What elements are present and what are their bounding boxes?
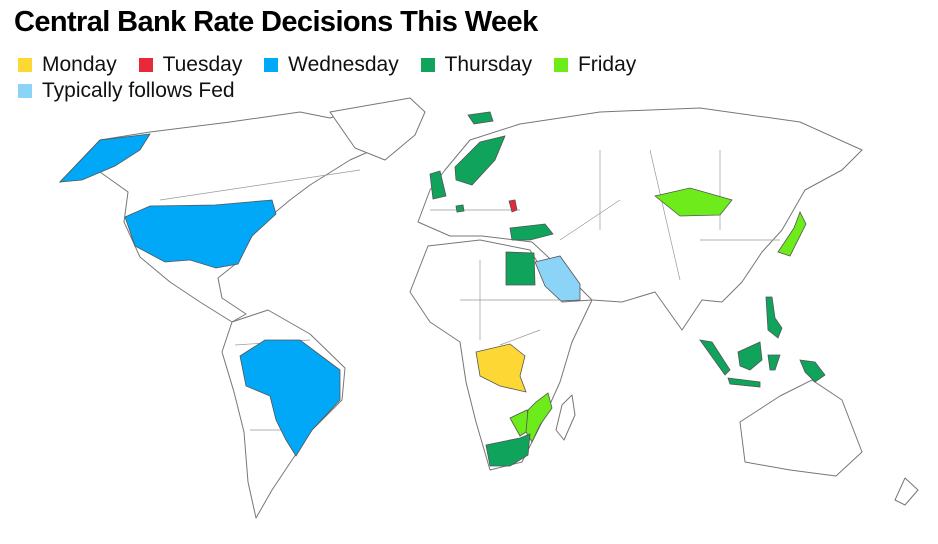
legend-swatch [553,58,568,72]
legend-swatch [264,58,279,72]
country-brazil [239,339,341,457]
land-madagascar [555,394,576,441]
country-mongolia [654,187,733,217]
legend-item-wednesday: Wednesday [264,52,399,78]
country-indonesia-borneo [737,341,763,371]
land-new-zealand [894,477,919,506]
country-moldova [508,199,518,213]
legend-swatch [138,58,153,72]
country-dr-congo [475,343,527,393]
legend-item-friday: Friday [553,52,636,78]
legend-swatch [420,58,435,72]
country-alaska [58,133,151,183]
country-switzerland [455,204,465,213]
land-australia [739,379,863,477]
country-indonesia-java [727,377,761,388]
country-iceland [467,111,494,125]
country-mozambique [525,392,553,443]
country-philippines [765,296,783,339]
country-saudi-arabia [534,255,581,302]
legend: Monday Tuesday Wednesday Thursday Friday… [18,52,658,104]
chart-title: Central Bank Rate Decisions This Week [14,6,538,38]
legend-item-follows-fed: Typically follows Fed [18,78,235,104]
country-turkey [509,223,554,241]
country-japan [777,211,807,257]
country-egypt [505,251,536,286]
legend-item-monday: Monday [18,52,117,78]
country-norway-sweden [454,135,506,186]
country-usa [124,199,277,269]
legend-swatch [18,58,32,72]
land-greenland [329,97,426,161]
country-indonesia-sulawesi [767,354,781,371]
country-indonesia-papua [799,359,826,383]
country-indonesia-sumatra [699,339,731,376]
country-south-africa [485,433,531,467]
country-uk [429,170,447,200]
legend-item-tuesday: Tuesday [138,52,242,78]
legend-item-thursday: Thursday [420,52,532,78]
legend-swatch [18,84,32,98]
